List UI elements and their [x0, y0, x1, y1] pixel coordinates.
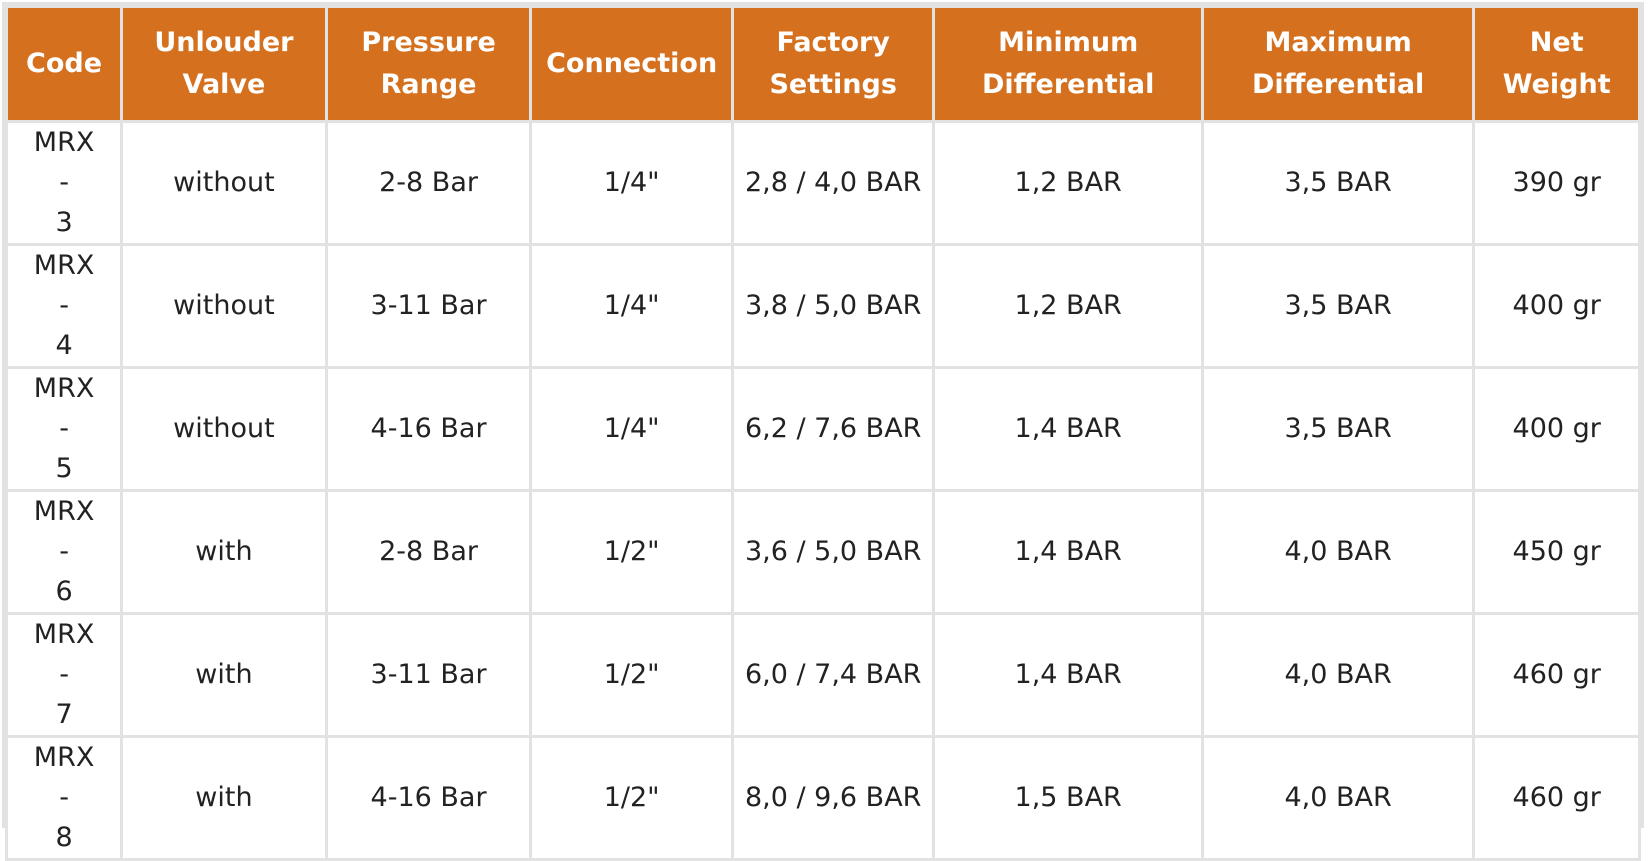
table-row: MRX- 4 without 3-11 Bar 1/4" 3,8 / 5,0 BA…	[8, 246, 1638, 366]
cell-factory-settings: 3,6 / 5,0 BAR	[733, 492, 933, 612]
cell-pressure-range: 3-11 Bar	[327, 246, 530, 366]
cell-maximum-differential: 3,5 BAR	[1203, 246, 1473, 366]
header-unloader-valve-line-1: Unlouder	[154, 27, 294, 58]
cell-connection: 1/4"	[532, 123, 731, 243]
header-net-weight-line-1: Net	[1529, 27, 1584, 58]
cell-code-prefix: MRX-	[33, 496, 95, 567]
cell-minimum-differential: 1,4 BAR	[935, 492, 1201, 612]
spec-table: Code Unlouder Valve Pressure Range Conne…	[5, 5, 1641, 861]
cell-minimum-differential: 1,4 BAR	[935, 615, 1201, 735]
header-factory-settings-line-1: Factory	[776, 27, 890, 58]
table-header: Code Unlouder Valve Pressure Range Conne…	[8, 8, 1638, 120]
cell-factory-settings: 6,0 / 7,4 BAR	[733, 615, 933, 735]
cell-unloader-valve: without	[123, 369, 325, 489]
header-connection: Connection	[532, 8, 731, 120]
table-body: MRX- 3 without 2-8 Bar 1/4" 2,8 / 4,0 BAR…	[8, 123, 1638, 858]
cell-code-number: 4	[55, 330, 73, 361]
cell-unloader-valve: with	[123, 738, 325, 858]
cell-factory-settings: 8,0 / 9,6 BAR	[733, 738, 933, 858]
cell-unloader-valve: with	[123, 492, 325, 612]
header-code: Code	[8, 8, 121, 120]
cell-pressure-range: 2-8 Bar	[327, 492, 530, 612]
header-pressure-range-line-2: Range	[380, 69, 477, 100]
cell-unloader-valve: without	[123, 246, 325, 366]
header-row: Code Unlouder Valve Pressure Range Conne…	[8, 8, 1638, 120]
cell-unloader-valve: without	[123, 123, 325, 243]
header-minimum-differential: Minimum Differential	[935, 8, 1201, 120]
cell-factory-settings: 3,8 / 5,0 BAR	[733, 246, 933, 366]
cell-maximum-differential: 3,5 BAR	[1203, 123, 1473, 243]
cell-maximum-differential: 3,5 BAR	[1203, 369, 1473, 489]
header-net-weight-line-2: Weight	[1502, 69, 1611, 100]
cell-code-text: MRX- 7	[30, 615, 98, 735]
header-factory-settings-line-2: Settings	[769, 69, 897, 100]
cell-code-text: MRX- 8	[30, 738, 98, 858]
cell-code: MRX- 4	[8, 246, 121, 366]
cell-connection: 1/2"	[532, 738, 731, 858]
header-maximum-differential-line-1: Maximum	[1264, 27, 1412, 58]
table-row: MRX- 5 without 4-16 Bar 1/4" 6,2 / 7,6 BA…	[8, 369, 1638, 489]
cell-code: MRX- 7	[8, 615, 121, 735]
cell-connection: 1/2"	[532, 492, 731, 612]
cell-code-prefix: MRX-	[33, 619, 95, 690]
cell-pressure-range: 4-16 Bar	[327, 738, 530, 858]
cell-pressure-range: 2-8 Bar	[327, 123, 530, 243]
table-row: MRX- 6 with 2-8 Bar 1/2" 3,6 / 5,0 BAR 1,…	[8, 492, 1638, 612]
header-factory-settings: Factory Settings	[733, 8, 933, 120]
header-maximum-differential: Maximum Differential	[1203, 8, 1473, 120]
header-connection-line-1: Connection	[546, 48, 718, 79]
header-net-weight: Net Weight	[1475, 8, 1638, 120]
header-unloader-valve: Unlouder Valve	[123, 8, 325, 120]
cell-code-prefix: MRX-	[33, 250, 95, 321]
cell-net-weight: 390 gr	[1475, 123, 1638, 243]
table-row: MRX- 7 with 3-11 Bar 1/2" 6,0 / 7,4 BAR 1…	[8, 615, 1638, 735]
cell-code-number: 6	[55, 576, 73, 607]
cell-maximum-differential: 4,0 BAR	[1203, 738, 1473, 858]
cell-maximum-differential: 4,0 BAR	[1203, 615, 1473, 735]
cell-connection: 1/4"	[532, 246, 731, 366]
cell-code-number: 5	[55, 453, 73, 484]
cell-code-text: MRX- 6	[30, 492, 98, 612]
cell-net-weight: 460 gr	[1475, 738, 1638, 858]
cell-factory-settings: 2,8 / 4,0 BAR	[733, 123, 933, 243]
header-pressure-range: Pressure Range	[327, 8, 530, 120]
cell-net-weight: 400 gr	[1475, 369, 1638, 489]
cell-code-number: 8	[55, 822, 73, 853]
cell-code-prefix: MRX-	[33, 742, 95, 813]
cell-code-text: MRX- 5	[30, 369, 98, 489]
cell-code-prefix: MRX-	[33, 127, 95, 198]
header-minimum-differential-line-2: Differential	[982, 69, 1155, 100]
cell-net-weight: 400 gr	[1475, 246, 1638, 366]
cell-connection: 1/2"	[532, 615, 731, 735]
cell-minimum-differential: 1,5 BAR	[935, 738, 1201, 858]
cell-net-weight: 450 gr	[1475, 492, 1638, 612]
cell-code-text: MRX- 4	[30, 246, 98, 366]
cell-code: MRX- 6	[8, 492, 121, 612]
cell-pressure-range: 3-11 Bar	[327, 615, 530, 735]
cell-code-text: MRX- 3	[30, 123, 98, 243]
table-row: MRX- 3 without 2-8 Bar 1/4" 2,8 / 4,0 BAR…	[8, 123, 1638, 243]
cell-code: MRX- 8	[8, 738, 121, 858]
cell-code: MRX- 5	[8, 369, 121, 489]
header-code-line-1: Code	[26, 48, 103, 79]
cell-minimum-differential: 1,2 BAR	[935, 123, 1201, 243]
cell-net-weight: 460 gr	[1475, 615, 1638, 735]
cell-unloader-valve: with	[123, 615, 325, 735]
cell-minimum-differential: 1,4 BAR	[935, 369, 1201, 489]
cell-connection: 1/4"	[532, 369, 731, 489]
cell-minimum-differential: 1,2 BAR	[935, 246, 1201, 366]
cell-factory-settings: 6,2 / 7,6 BAR	[733, 369, 933, 489]
cell-maximum-differential: 4,0 BAR	[1203, 492, 1473, 612]
cell-code-number: 7	[55, 699, 73, 730]
cell-pressure-range: 4-16 Bar	[327, 369, 530, 489]
header-minimum-differential-line-1: Minimum	[998, 27, 1139, 58]
header-pressure-range-line-1: Pressure	[361, 27, 496, 58]
cell-code: MRX- 3	[8, 123, 121, 243]
cell-code-prefix: MRX-	[33, 373, 95, 444]
cell-code-number: 3	[55, 207, 73, 238]
table-row: MRX- 8 with 4-16 Bar 1/2" 8,0 / 9,6 BAR 1…	[8, 738, 1638, 858]
header-unloader-valve-line-2: Valve	[182, 69, 266, 100]
header-maximum-differential-line-2: Differential	[1251, 69, 1425, 100]
